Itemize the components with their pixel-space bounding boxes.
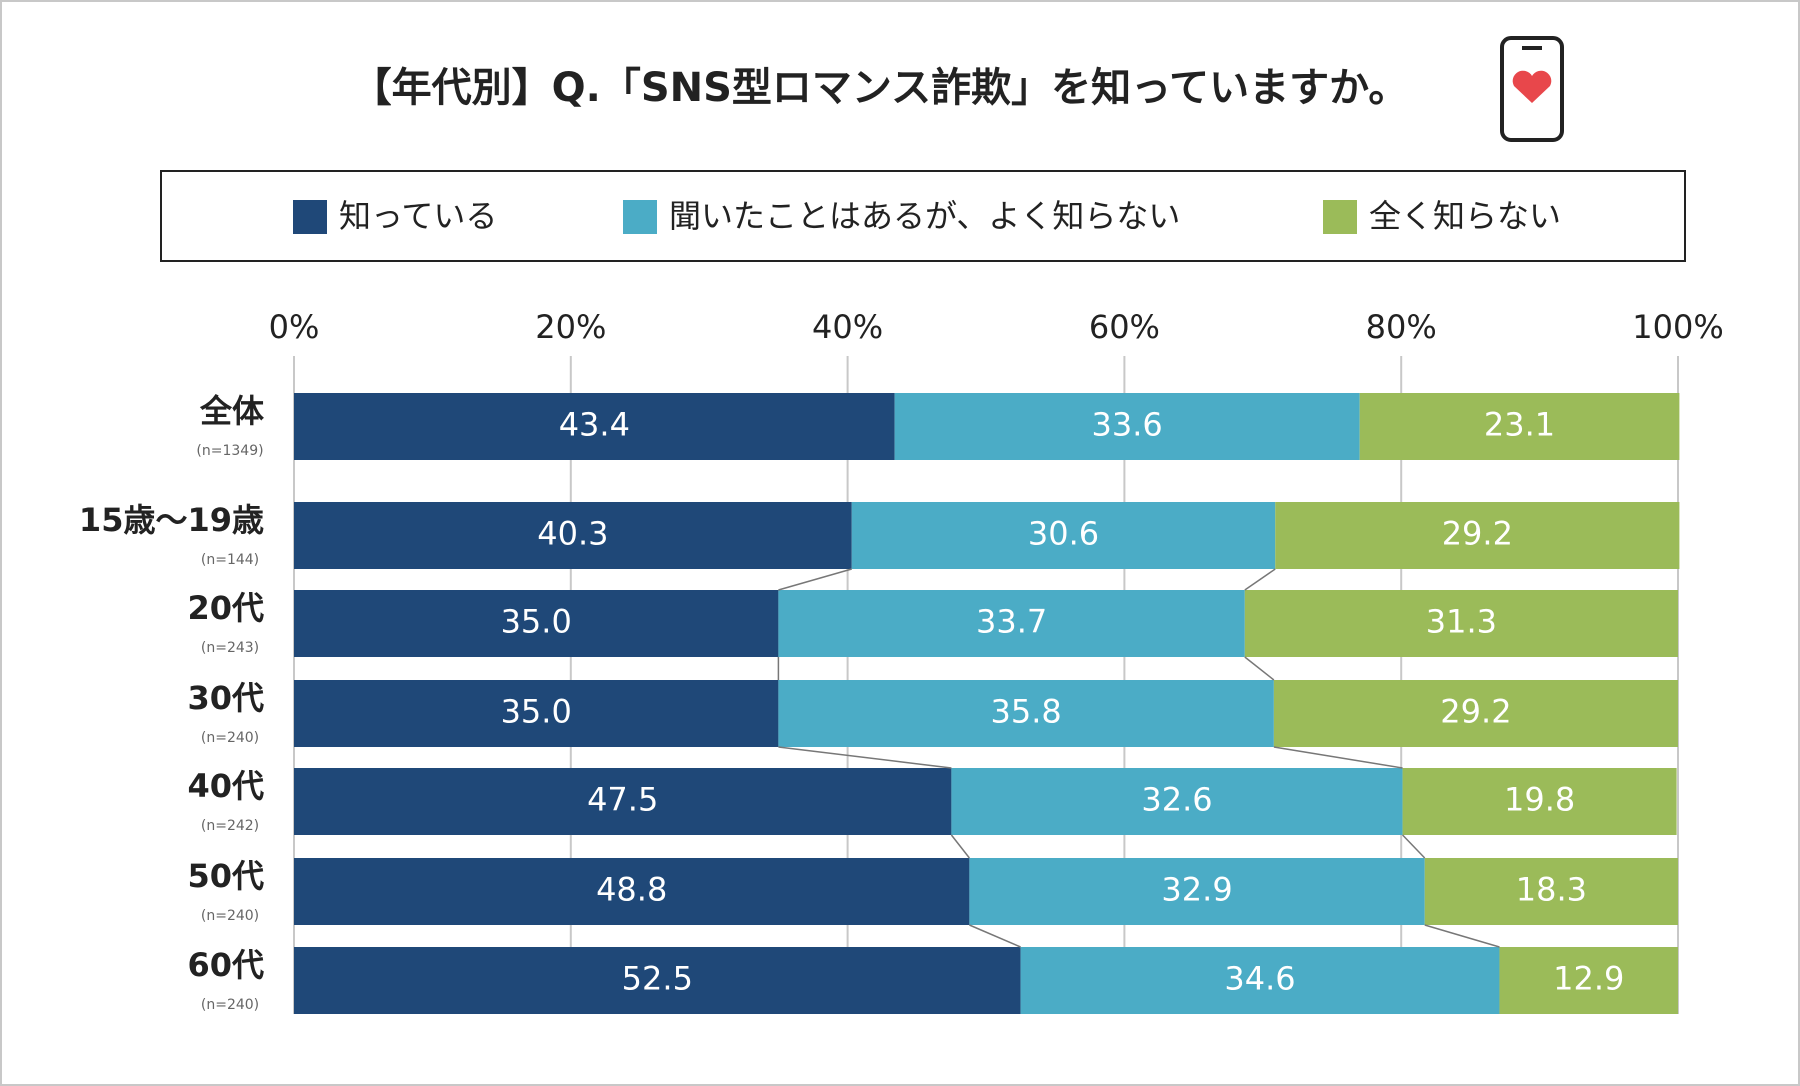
sample-size: (n=144): [201, 552, 259, 568]
connector-line: [778, 746, 952, 769]
category-label: 全体: [199, 392, 264, 430]
category-label: 20代: [187, 589, 264, 627]
connector-line: [1244, 656, 1275, 681]
bar-segment: [1359, 393, 1680, 460]
connector-line: [1424, 924, 1500, 948]
legend-swatch: [623, 200, 657, 234]
category-label: 50代: [187, 857, 264, 895]
bar-segment: [951, 768, 1403, 835]
value-label: 19.8: [1504, 781, 1575, 819]
connector-line: [778, 568, 852, 591]
bar-segment: [294, 590, 779, 657]
x-tick-label: 20%: [535, 308, 606, 346]
phone-icon: [1500, 36, 1564, 142]
value-label: 32.6: [1141, 781, 1212, 819]
bar-segment: [1275, 502, 1680, 569]
sample-size: (n=240): [201, 908, 259, 924]
category-label: 60代: [187, 946, 264, 984]
value-label: 47.5: [587, 781, 658, 819]
value-label: 29.2: [1442, 515, 1513, 553]
x-tick-label: 80%: [1366, 308, 1437, 346]
bar-segment: [778, 590, 1245, 657]
value-label: 12.9: [1553, 960, 1624, 998]
bar-segment: [1402, 768, 1677, 835]
bar-segment: [294, 768, 952, 835]
value-label: 34.6: [1224, 960, 1295, 998]
bar-segment: [294, 947, 1021, 1014]
connector-line: [950, 834, 970, 859]
value-label: 23.1: [1484, 406, 1555, 444]
sample-size: (n=243): [201, 640, 259, 656]
bar-segment: [1020, 947, 1500, 1014]
x-tick-label: 0%: [269, 308, 320, 346]
value-label: 35.0: [501, 693, 572, 731]
connector-line: [1273, 746, 1403, 769]
value-label: 32.9: [1161, 871, 1232, 909]
chart-title: 【年代別】Q.「SNS型ロマンス詐欺」を知っていますか。: [352, 65, 1409, 111]
value-label: 29.2: [1440, 693, 1511, 731]
legend-label: 聞いたことはあるが、よく知らない: [669, 197, 1180, 235]
bar-segment: [294, 502, 852, 569]
x-tick-label: 40%: [812, 308, 883, 346]
value-label: 18.3: [1516, 871, 1587, 909]
bar-segment: [1273, 680, 1678, 747]
connector-line: [969, 924, 1021, 948]
sample-size: (n=240): [201, 730, 259, 746]
bar-segment: [894, 393, 1360, 460]
value-label: 35.8: [991, 693, 1062, 731]
category-label: 40代: [187, 767, 264, 805]
sample-size: (n=1349): [196, 443, 263, 459]
connector-line: [1402, 834, 1426, 859]
value-label: 40.3: [537, 515, 608, 553]
sample-size: (n=242): [201, 818, 259, 834]
value-label: 48.8: [596, 871, 667, 909]
legend-label: 知っている: [339, 197, 497, 235]
bar-segment: [1424, 858, 1678, 925]
value-label: 30.6: [1028, 515, 1099, 553]
bar-segment: [294, 393, 895, 460]
legend-swatch: [1323, 200, 1357, 234]
bar-segment: [294, 680, 779, 747]
category-label: 15歳～19歳: [79, 501, 264, 539]
value-label: 35.0: [501, 603, 572, 641]
category-label: 30代: [187, 679, 264, 717]
value-label: 33.6: [1092, 406, 1163, 444]
x-tick-label: 60%: [1089, 308, 1160, 346]
value-label: 52.5: [622, 960, 693, 998]
value-label: 31.3: [1426, 603, 1497, 641]
sample-size: (n=240): [201, 997, 259, 1013]
bar-segment: [1244, 590, 1678, 657]
bar-segment: [851, 502, 1276, 569]
value-label: 43.4: [559, 406, 630, 444]
bar-segment: [778, 680, 1274, 747]
bar-segment: [294, 858, 970, 925]
x-tick-label: 100%: [1632, 308, 1723, 346]
legend-box: [160, 170, 1686, 262]
connector-line: [1244, 568, 1276, 591]
legend-swatch: [293, 200, 327, 234]
value-label: 33.7: [976, 603, 1047, 641]
legend-label: 全く知らない: [1369, 197, 1561, 235]
bar-segment: [1499, 947, 1678, 1014]
bar-segment: [969, 858, 1425, 925]
